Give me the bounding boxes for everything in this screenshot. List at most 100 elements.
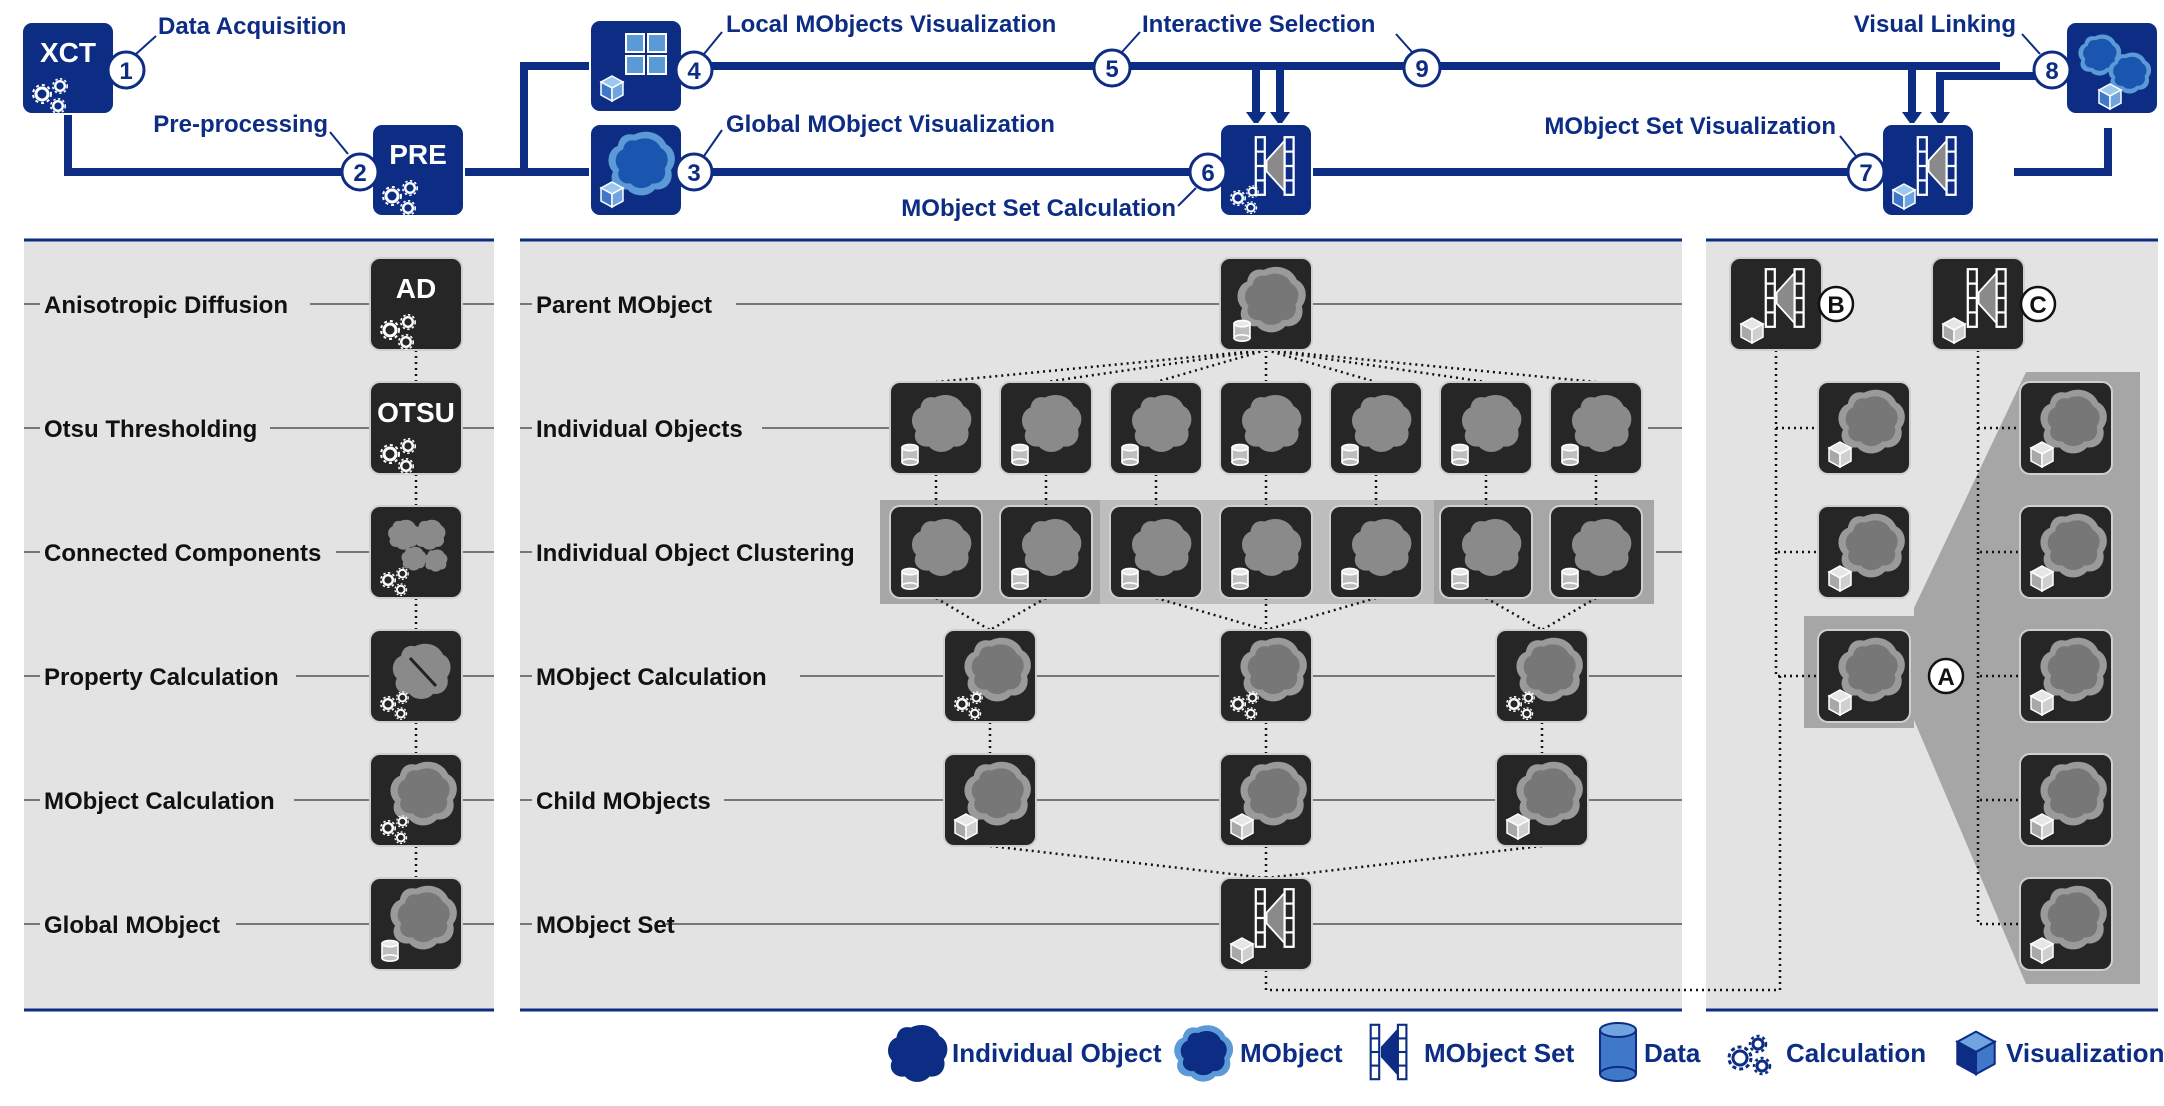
visualization-icon xyxy=(2030,813,2054,840)
marker-label: A xyxy=(1937,664,1954,691)
data-icon xyxy=(1561,567,1579,591)
step-3: 3 Global MObject Visualization xyxy=(674,111,1055,192)
set-c-members xyxy=(2019,381,2113,971)
mobject-calculation-node xyxy=(1495,629,1589,723)
child-mobject-node xyxy=(943,753,1037,847)
individual-object-icon xyxy=(887,1024,948,1082)
individual-object-node xyxy=(1549,505,1643,599)
grid-icon xyxy=(625,33,667,75)
row-label: Individual Objects xyxy=(536,416,743,443)
step-label: Visual Linking xyxy=(1854,11,2016,38)
individual-object-node xyxy=(1329,505,1423,599)
step-label: MObject Set Calculation xyxy=(901,195,1176,222)
property-calculation-node xyxy=(369,629,463,723)
individual-object-node xyxy=(1109,381,1203,475)
data-icon xyxy=(1121,443,1139,467)
step-label: MObject Set Visualization xyxy=(1544,113,1836,140)
step-number: 5 xyxy=(1105,56,1118,83)
data-icon xyxy=(1341,443,1359,467)
visualization-icon xyxy=(2098,83,2122,110)
legend-item-visualization: Visualization xyxy=(1955,1030,2164,1076)
visualization-icon xyxy=(1230,813,1254,840)
step-9: 9 xyxy=(1395,33,1442,88)
xct-node-label: XCT xyxy=(40,37,96,68)
middle-dotted-links xyxy=(934,348,1796,992)
visualization-icon xyxy=(1942,317,1966,344)
step-number: 9 xyxy=(1415,56,1428,83)
visualization-icon xyxy=(2030,441,2054,468)
row-label: Child MObjects xyxy=(536,788,711,815)
data-icon xyxy=(1121,567,1139,591)
mobject-member-node xyxy=(2019,753,2113,847)
child-mobject-node xyxy=(1495,753,1589,847)
data-icon xyxy=(1231,443,1249,467)
individual-object-node xyxy=(999,505,1093,599)
mobject-set-b-node xyxy=(1729,257,1823,351)
local-mobjects-visualization-node xyxy=(589,19,683,113)
step-7: 7 MObject Set Visualization xyxy=(1544,113,1886,192)
marker-b: B xyxy=(1817,285,1855,323)
individual-object-node xyxy=(1439,381,1533,475)
row-label: Individual Object Clustering xyxy=(536,540,855,567)
legend-item-calculation: Calculation xyxy=(1727,1034,1926,1076)
individual-object-node xyxy=(1439,505,1533,599)
individual-object-node xyxy=(1219,505,1313,599)
legend-item-mobject-set: MObject Set xyxy=(1369,1023,1575,1081)
row-label: MObject Calculation xyxy=(536,664,767,691)
legend-label: Individual Object xyxy=(952,1038,1162,1068)
left-row-labels: Anisotropic Diffusion Otsu Thresholding … xyxy=(44,292,321,939)
pre-node: PRE xyxy=(371,123,465,217)
step-4: 4 Local MObjects Visualization xyxy=(674,11,1056,90)
individual-objects-row xyxy=(889,381,1643,475)
connected-components-node xyxy=(369,505,463,599)
mobject-member-node xyxy=(2019,505,2113,599)
row-label: MObject Calculation xyxy=(44,788,275,815)
middle-row-lines xyxy=(520,303,1682,925)
step-number: 4 xyxy=(687,58,701,85)
visualization-icon xyxy=(600,181,624,208)
visualization-icon xyxy=(1828,565,1852,592)
visualization-icon xyxy=(600,75,624,102)
data-icon xyxy=(1451,567,1469,591)
pre-node-label: PRE xyxy=(389,139,447,170)
mobject-member-node xyxy=(1817,381,1911,475)
marker-label: C xyxy=(2029,292,2046,319)
legend-label: MObject xyxy=(1240,1038,1343,1068)
mobject-member-node xyxy=(2019,629,2113,723)
legend-label: Data xyxy=(1644,1038,1701,1068)
row-label: Connected Components xyxy=(44,540,321,567)
individual-object-node xyxy=(999,381,1093,475)
child-mobject-node xyxy=(1219,753,1313,847)
individual-object-node xyxy=(889,505,983,599)
mobject-calculation-node xyxy=(943,629,1037,723)
step-number: 8 xyxy=(2045,58,2058,85)
step-8: 8 Visual Linking xyxy=(1854,11,2072,90)
step-number: 1 xyxy=(119,58,132,85)
visualization-icon xyxy=(2030,565,2054,592)
right-dotted-links xyxy=(1774,350,2020,926)
step-label: Data Acquisition xyxy=(158,13,346,40)
row-label: Otsu Thresholding xyxy=(44,416,257,443)
row-label: Property Calculation xyxy=(44,664,279,691)
mobject-set-visualization-node xyxy=(1881,123,1975,217)
data-icon xyxy=(1599,1022,1637,1082)
set-b-members xyxy=(1817,381,1911,723)
step-label: Global MObject Visualization xyxy=(726,111,1055,138)
data-icon xyxy=(901,567,919,591)
legend-label: MObject Set xyxy=(1424,1038,1575,1068)
visualization-icon xyxy=(1230,937,1254,964)
mobject-member-node xyxy=(2019,381,2113,475)
individual-object-node xyxy=(1329,381,1423,475)
step-number: 2 xyxy=(353,160,366,187)
global-mobject-node xyxy=(369,877,463,971)
mobject-icon xyxy=(1174,1025,1234,1082)
data-icon xyxy=(1011,443,1029,467)
visualization-icon xyxy=(1506,813,1530,840)
row-label: Parent MObject xyxy=(536,292,712,319)
individual-object-clustering-row xyxy=(889,505,1643,599)
marker-a: A xyxy=(1927,657,1965,695)
step-6: 6 MObject Set Calculation xyxy=(901,152,1228,222)
data-icon xyxy=(1011,567,1029,591)
mobject-member-node xyxy=(1817,505,1911,599)
data-icon xyxy=(1231,567,1249,591)
